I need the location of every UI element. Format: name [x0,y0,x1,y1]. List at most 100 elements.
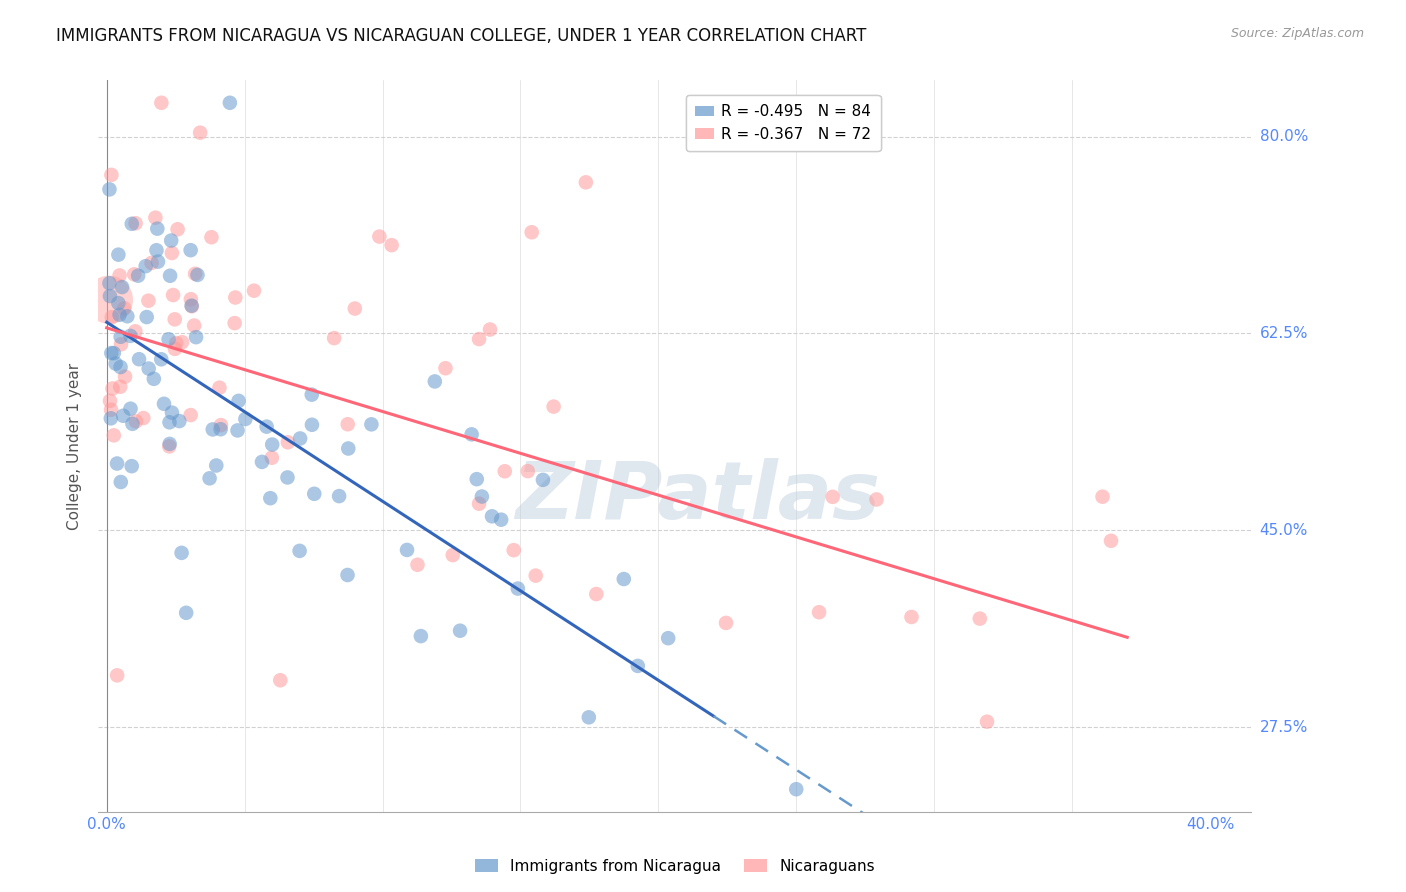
Point [516,464,538,478]
Point [186,268,208,282]
Point [145,244,167,258]
Point [98,289,121,303]
Point [198,471,221,485]
Point [494,464,516,478]
Point [170,546,193,560]
Point [218,95,240,110]
Point [174,606,197,620]
Point [159,268,181,283]
Legend: R = -0.495   N = 84, R = -0.367   N = 72: R = -0.495 N = 84, R = -0.367 N = 72 [686,95,880,152]
Point [159,415,181,429]
Point [135,310,157,324]
Point [224,316,246,330]
Point [188,126,211,140]
Point [276,470,298,484]
Point [180,299,202,313]
Point [531,473,554,487]
Point [288,544,311,558]
Point [460,427,482,442]
Point [124,324,146,338]
Point [98,393,121,408]
Point [250,455,273,469]
Point [157,332,180,346]
Point [127,268,149,283]
Point [170,335,193,350]
Point [160,246,183,260]
Point [288,432,311,446]
Point [328,489,350,503]
Point [269,673,291,688]
Point [235,412,257,426]
Point [657,631,679,645]
Point [228,393,250,408]
Point [578,710,600,724]
Text: 62.5%: 62.5% [1260,326,1308,341]
Point [112,301,135,316]
Point [98,182,121,196]
Point [110,475,132,489]
Text: Source: ZipAtlas.com: Source: ZipAtlas.com [1230,27,1364,40]
Point [100,346,122,360]
Point [105,457,128,471]
Text: 27.5%: 27.5% [1260,720,1308,735]
Point [406,558,429,572]
Y-axis label: College, Under 1 year: College, Under 1 year [67,362,83,530]
Point [111,280,134,294]
Point [180,243,202,257]
Point [259,491,281,505]
Point [184,330,207,344]
Point [121,217,143,231]
Point [524,568,547,582]
Point [441,548,464,562]
Point [107,296,129,310]
Point [145,211,167,225]
Point [224,291,246,305]
Point [301,387,323,401]
Point [336,417,359,432]
Point [110,360,132,375]
Point [141,256,163,270]
Point [468,497,491,511]
Point [627,659,650,673]
Point [479,322,502,336]
Point [138,293,160,308]
Point [1099,533,1122,548]
Point [103,346,125,360]
Point [146,254,169,268]
Point [969,612,991,626]
Point [208,381,231,395]
Point [304,487,326,501]
Point [409,629,432,643]
Point [262,437,284,451]
Point [301,417,323,432]
Point [209,422,232,436]
Point [976,714,998,729]
Point [120,401,142,416]
Point [243,284,266,298]
Point [100,411,122,425]
Point [112,409,135,423]
Point [103,428,125,442]
Point [142,372,165,386]
Point [160,406,183,420]
Point [101,310,124,325]
Point [159,437,181,451]
Point [135,259,157,273]
Point [138,361,160,376]
Point [166,222,188,236]
Point [117,310,139,324]
Point [110,337,132,351]
Point [160,234,183,248]
Point [613,572,636,586]
Point [201,422,224,436]
Point [465,472,488,486]
Point [100,402,122,417]
Point [423,375,446,389]
Point [121,417,143,431]
Point [180,292,202,306]
Point [107,247,129,261]
Point [543,400,565,414]
Text: 45.0%: 45.0% [1260,523,1308,538]
Point [575,175,598,189]
Point [821,490,844,504]
